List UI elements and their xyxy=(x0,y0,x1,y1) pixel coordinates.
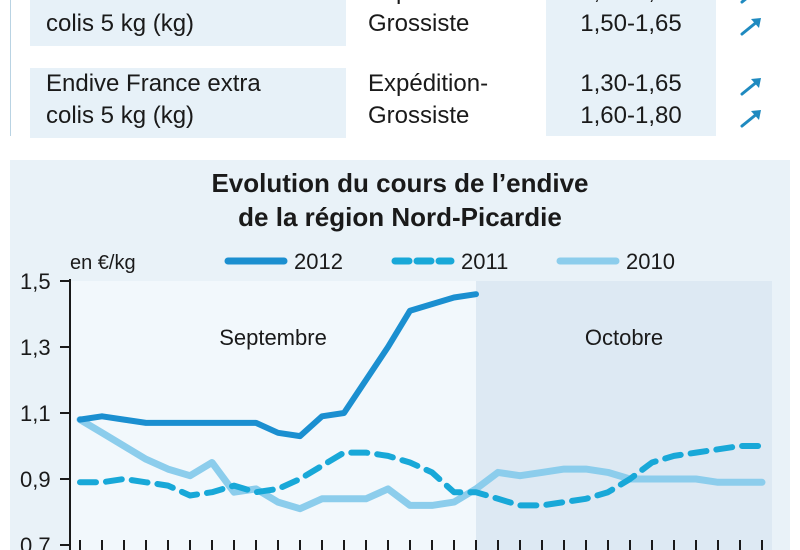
arrow-up-right-icon xyxy=(740,18,761,36)
chart-series xyxy=(76,291,766,513)
stage-line: Grossiste xyxy=(368,102,470,129)
chart-title-line: de la région Nord-Picardie xyxy=(238,202,562,232)
y-tick-label: 1,1 xyxy=(20,401,51,426)
chart-title: Evolution du cours de l’endive de la rég… xyxy=(10,166,790,234)
series-line-2010 xyxy=(76,416,766,513)
table-row: Endive France extra colis 5 kg (kg) Expé… xyxy=(0,68,800,138)
table-left-rule xyxy=(10,0,11,136)
stage-cell: Expédition- Grossiste xyxy=(368,68,548,138)
period-label: Septembre xyxy=(219,325,327,350)
y-tick-label: 0,9 xyxy=(20,467,51,492)
stage-line: Expédition- xyxy=(368,0,548,8)
trend-cell xyxy=(738,68,768,138)
price-column-background xyxy=(546,0,716,136)
table-row: Endive France cat. I colis 5 kg (kg) Exp… xyxy=(0,0,800,46)
period-label: Octobre xyxy=(585,325,663,350)
period-shading xyxy=(476,281,772,550)
product-line: colis 5 kg (kg) xyxy=(46,102,195,129)
trend-cell xyxy=(738,0,768,46)
product-line: Endive France cat. I xyxy=(46,0,346,8)
price-cell: 1,30-1,65 1,60-1,80 xyxy=(546,68,716,138)
legend-label: 2010 xyxy=(626,249,675,274)
y-tick-label: 1,5 xyxy=(20,269,51,294)
product-cell: Endive France extra colis 5 kg (kg) xyxy=(30,68,346,138)
arrow-up-right-icon xyxy=(740,110,761,128)
stage-line: Expédition- xyxy=(368,70,489,97)
price-line: 1,60-1,80 xyxy=(580,102,682,129)
price-line: 1,10-1,30 xyxy=(546,0,716,8)
series-line-2011 xyxy=(77,443,765,509)
chart-axes: 0,7 0,9 1,1 1,3 1,5 en €/kg xyxy=(20,252,763,550)
product-cell: Endive France cat. I colis 5 kg (kg) xyxy=(30,0,346,46)
legend-label: 2012 xyxy=(294,249,343,274)
legend-label: 2011 xyxy=(461,249,508,274)
arrow-up-right-icon xyxy=(740,78,761,96)
price-line: 1,30-1,65 xyxy=(580,70,682,97)
stage-line: Grossiste xyxy=(368,10,470,37)
price-table: Endive France cat. I colis 5 kg (kg) Exp… xyxy=(0,0,800,150)
price-line: 1,50-1,65 xyxy=(580,10,682,37)
y-tick-label: 0,7 xyxy=(20,533,51,550)
y-tick-label: 1,3 xyxy=(20,335,51,360)
product-line: colis 5 kg (kg) xyxy=(46,10,195,37)
series-line-2012 xyxy=(77,291,479,440)
plot-background: Septembre Octobre xyxy=(70,281,772,550)
chart-legend: 2012 2011 2010 xyxy=(224,249,675,274)
product-line: Endive France extra xyxy=(46,70,261,97)
y-axis-label: en €/kg xyxy=(70,252,136,274)
price-cell: 1,10-1,30 1,50-1,65 xyxy=(546,0,716,46)
stage-cell: Expédition- Grossiste xyxy=(368,0,548,46)
chart-title-line: Evolution du cours de l’endive xyxy=(211,168,589,198)
